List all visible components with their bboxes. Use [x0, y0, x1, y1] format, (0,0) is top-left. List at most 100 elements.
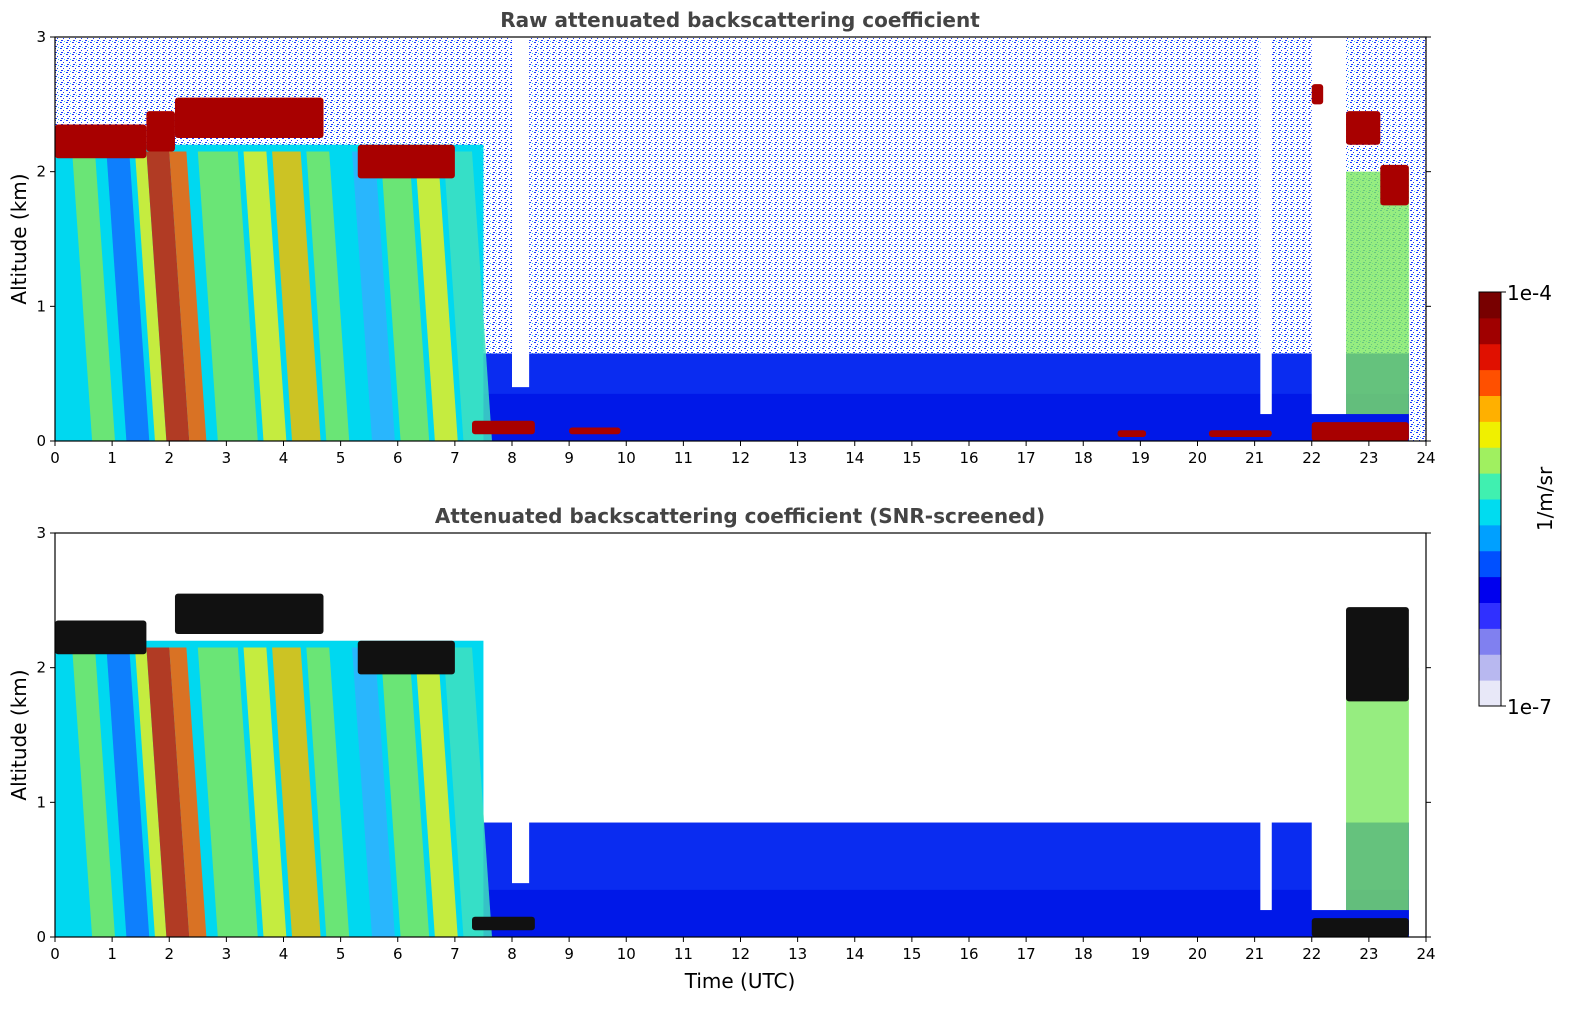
aerosol-streak [306, 151, 350, 441]
panel-raw-heatmap [55, 37, 1426, 441]
x-tick-label: 8 [507, 449, 517, 467]
no-signal-gap [512, 37, 530, 388]
cloud-layer [1346, 111, 1381, 145]
x-tick-label: 9 [564, 449, 574, 467]
surface-return [569, 427, 621, 435]
y-tick-label: 1 [36, 793, 46, 811]
x-tick-label: 4 [279, 449, 289, 467]
x-tick-label: 0 [50, 449, 60, 467]
colorbar-segment [1479, 654, 1501, 681]
aerosol-streak [272, 151, 321, 441]
panel-screened-ylabel: Altitude (km) [7, 669, 31, 800]
x-tick-label: 11 [674, 945, 693, 963]
x-tick-label: 21 [1245, 449, 1264, 467]
aerosol-streak [169, 151, 207, 441]
x-tick-label: 15 [902, 945, 921, 963]
x-tick-label: 20 [1188, 945, 1207, 963]
panel-screened-heatmap [55, 533, 1426, 937]
colorbar-segment [1479, 602, 1501, 629]
aerosol-streak [134, 647, 167, 937]
surface-return [472, 420, 535, 435]
x-tick-label: 23 [1359, 449, 1378, 467]
y-tick-label: 3 [36, 28, 46, 46]
x-tick-label: 12 [731, 945, 750, 963]
x-tick-label: 8 [507, 945, 517, 963]
colorbar-scale [1479, 292, 1501, 707]
y-tick-label: 1 [36, 297, 46, 315]
aerosol-streak [243, 151, 287, 441]
colorbar-segment [1479, 292, 1501, 319]
cloud-layer [55, 124, 147, 159]
cloud-layer [1311, 84, 1324, 105]
panel-screened: Attenuated backscattering coefficient (S… [7, 504, 1436, 993]
x-tick-label: 3 [222, 945, 232, 963]
aerosol-column [1346, 667, 1409, 911]
x-tick-label: 18 [1074, 945, 1093, 963]
colorbar-segment [1479, 550, 1501, 578]
x-tick-label: 5 [336, 945, 346, 963]
aerosol-streak [443, 151, 493, 441]
x-tick-label: 1 [107, 945, 117, 963]
x-tick-label: 1 [107, 449, 117, 467]
aerosol-streak [197, 151, 258, 441]
cloud-layer [357, 144, 455, 179]
x-tick-label: 9 [564, 945, 574, 963]
colorbar-segment [1479, 369, 1501, 396]
colorbar-segment [1479, 680, 1501, 707]
panel-screened-title: Attenuated backscattering coefficient (S… [435, 504, 1045, 528]
x-tick-label: 13 [788, 449, 807, 467]
x-tick-label: 18 [1074, 449, 1093, 467]
aerosol-streak [243, 647, 287, 937]
colorbar: 1e-4 1e-7 1/m/sr [1478, 281, 1557, 719]
x-tick-label: 23 [1359, 945, 1378, 963]
aerosol-streak [146, 151, 190, 441]
aerosol-streak [106, 647, 150, 937]
cloud-layer [174, 97, 324, 138]
x-tick-label: 17 [1017, 449, 1036, 467]
colorbar-min-label: 1e-7 [1507, 695, 1552, 719]
x-tick-label: 4 [279, 945, 289, 963]
aerosol-streak [72, 647, 115, 937]
y-tick-label: 2 [36, 163, 46, 181]
no-signal-gap [1260, 37, 1272, 415]
x-tick-label: 6 [393, 449, 403, 467]
x-tick-label: 5 [336, 449, 346, 467]
colorbar-max-label: 1e-4 [1507, 281, 1552, 305]
aerosol-streak [169, 647, 207, 937]
panel-screened-xlabel: Time (UTC) [684, 969, 796, 993]
x-tick-label: 16 [959, 945, 978, 963]
colorbar-segment [1479, 421, 1501, 448]
x-tick-label: 15 [902, 449, 921, 467]
x-tick-label: 7 [450, 449, 460, 467]
x-tick-label: 19 [1131, 945, 1150, 963]
x-tick-label: 22 [1302, 945, 1321, 963]
panel-raw-ylabel: Altitude (km) [7, 173, 31, 304]
x-tick-label: 6 [393, 945, 403, 963]
colorbar-segment [1479, 524, 1501, 552]
panel-raw-title: Raw attenuated backscattering coefficien… [500, 8, 980, 32]
aerosol-streak [414, 647, 458, 937]
x-tick-label: 22 [1302, 449, 1321, 467]
colorbar-segment [1479, 395, 1501, 422]
panel-raw: Raw attenuated backscattering coefficien… [7, 8, 1436, 467]
y-tick-label: 0 [36, 432, 46, 450]
x-tick-label: 24 [1416, 945, 1435, 963]
aerosol-streak [306, 647, 350, 937]
cloud-layer [357, 640, 455, 675]
colorbar-frame [1478, 291, 1502, 707]
x-tick-label: 11 [674, 449, 693, 467]
x-tick-label: 14 [845, 945, 864, 963]
x-tick-label: 19 [1131, 449, 1150, 467]
surface-return [472, 916, 535, 931]
y-tick-label: 0 [36, 928, 46, 946]
cloud-layer [55, 620, 147, 655]
aerosol-streak [106, 151, 150, 441]
aerosol-streak [443, 647, 493, 937]
surface-return [1311, 918, 1409, 937]
x-tick-label: 10 [617, 945, 636, 963]
no-signal-gap [512, 533, 530, 884]
aerosol-streak [272, 647, 321, 937]
surface-return [1311, 422, 1409, 441]
x-tick-label: 24 [1416, 449, 1435, 467]
